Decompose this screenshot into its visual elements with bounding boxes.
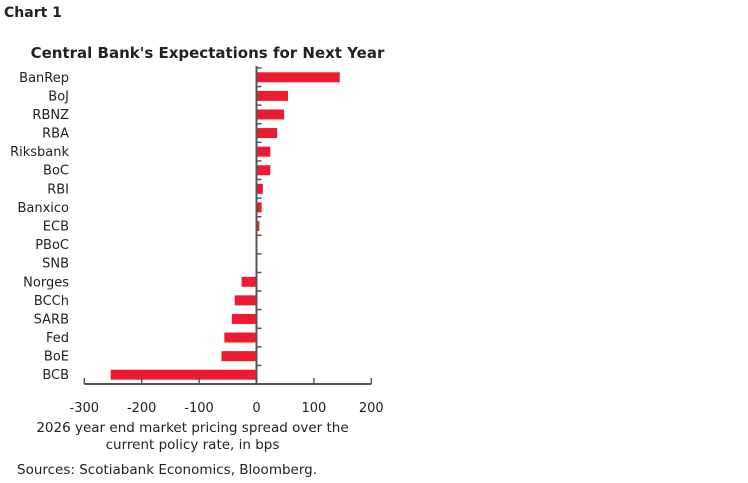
chart-title: Central Bank's Expectations for Next Yea… bbox=[30, 44, 385, 62]
bar-rba bbox=[256, 128, 278, 139]
x-tick-label: -300 bbox=[70, 401, 100, 416]
bar-sarb bbox=[231, 313, 257, 324]
category-label: RBI bbox=[47, 182, 69, 197]
category-label: RBNZ bbox=[32, 108, 69, 123]
bar-norges bbox=[241, 276, 257, 287]
bar-banxico bbox=[256, 202, 262, 213]
x-axis-label-line-2: current policy rate, in bps bbox=[105, 437, 280, 453]
x-tick-label: -200 bbox=[127, 401, 157, 416]
bar-rbi bbox=[256, 183, 263, 194]
x-tick-label: -100 bbox=[184, 401, 214, 416]
category-label: Norges bbox=[23, 275, 69, 290]
x-axis-label-line-1: 2026 year end market pricing spread over… bbox=[36, 420, 349, 436]
bar-riksbank bbox=[256, 146, 271, 157]
bar-bcch bbox=[234, 295, 257, 306]
bar-boc bbox=[256, 165, 271, 176]
bar-boj bbox=[256, 90, 289, 101]
bar-bcb bbox=[110, 369, 257, 380]
category-label: PBoC bbox=[35, 238, 69, 253]
bar-rbnz bbox=[256, 109, 285, 120]
chart-number-label: Chart 1 bbox=[4, 5, 62, 21]
category-label: SNB bbox=[42, 257, 69, 272]
bar-ecb bbox=[256, 221, 260, 231]
x-axis-label: 2026 year end market pricing spread over… bbox=[0, 420, 385, 454]
category-label: SARB bbox=[34, 312, 69, 327]
category-label: BanRep bbox=[19, 71, 69, 86]
category-label: BCCh bbox=[34, 294, 69, 309]
bar-boe bbox=[221, 351, 257, 362]
category-label: Fed bbox=[46, 331, 69, 346]
category-label: BCB bbox=[42, 368, 69, 383]
category-label: BoC bbox=[43, 164, 69, 179]
category-label: Riksbank bbox=[10, 145, 69, 160]
source-note: Sources: Scotiabank Economics, Bloomberg… bbox=[17, 462, 318, 478]
category-label: Banxico bbox=[17, 201, 69, 216]
x-tick-label: 200 bbox=[359, 401, 384, 416]
bar-fed bbox=[224, 332, 257, 343]
x-tick-label: 0 bbox=[252, 401, 260, 416]
x-tick-label: 100 bbox=[301, 401, 326, 416]
category-label: BoJ bbox=[48, 89, 69, 104]
category-label: ECB bbox=[43, 220, 69, 235]
category-label: RBA bbox=[42, 127, 69, 142]
bar-banrep bbox=[256, 72, 340, 83]
category-label: BoE bbox=[44, 350, 69, 365]
